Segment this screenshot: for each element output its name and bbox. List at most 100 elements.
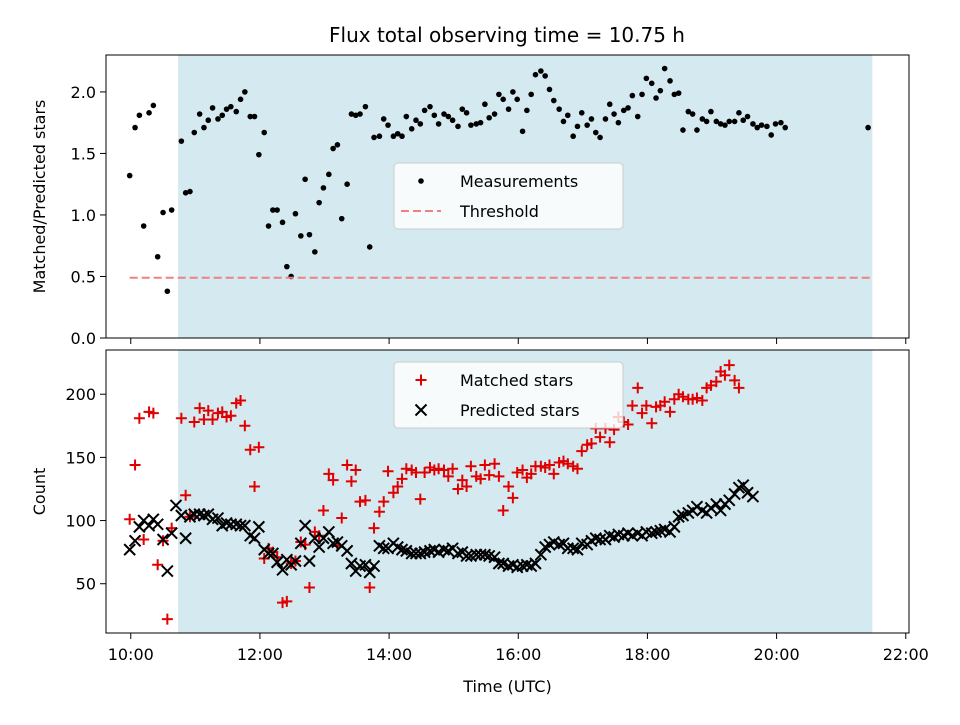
measurement-point bbox=[242, 89, 248, 95]
measurement-point bbox=[689, 111, 696, 117]
axes-frame bbox=[105, 349, 910, 634]
matched-stars-point bbox=[461, 480, 473, 492]
matched-stars-point bbox=[152, 559, 164, 571]
predicted-stars-point bbox=[238, 519, 252, 532]
predicted-stars-point bbox=[395, 543, 409, 556]
matched-stars-point bbox=[235, 395, 247, 407]
matched-stars-point bbox=[124, 513, 136, 525]
x-tick-label: 14:00 bbox=[366, 645, 412, 664]
axes-frame bbox=[105, 54, 910, 339]
measurement-point bbox=[394, 130, 401, 137]
predicted-stars-point bbox=[156, 533, 170, 546]
measurement-point bbox=[427, 103, 433, 110]
measurement-point bbox=[201, 124, 207, 131]
measurement-point bbox=[754, 124, 761, 131]
matched-stars-point bbox=[503, 480, 515, 492]
measurement-point bbox=[675, 90, 682, 96]
matched-stars-point bbox=[387, 487, 399, 499]
matched-stars-point bbox=[525, 468, 537, 480]
measurement-point bbox=[247, 113, 254, 120]
matched-stars-point bbox=[465, 460, 477, 472]
matched-stars-point bbox=[475, 473, 487, 485]
matched-stars-point bbox=[202, 405, 214, 417]
matched-stars-point bbox=[207, 413, 219, 425]
matched-stars-point bbox=[438, 464, 450, 476]
measurement-point bbox=[182, 190, 189, 196]
legend-label: Predicted stars bbox=[460, 401, 580, 420]
y-tick-label: 150 bbox=[65, 448, 96, 467]
legend-matched-marker bbox=[415, 374, 427, 386]
x-tick-label: 16:00 bbox=[495, 645, 541, 664]
matched-stars-point bbox=[382, 465, 394, 477]
matched-stars-point bbox=[180, 489, 192, 501]
matched-stars-point bbox=[677, 391, 689, 403]
matched-stars-point bbox=[626, 400, 638, 412]
legend-measurements-marker bbox=[418, 178, 424, 184]
matched-stars-point bbox=[479, 459, 491, 471]
measurement-point bbox=[505, 106, 512, 112]
measurement-point bbox=[413, 117, 419, 124]
predicted-stars-point bbox=[451, 547, 465, 560]
predicted-stars-point bbox=[377, 542, 390, 555]
y-tick-label: 0.0 bbox=[71, 329, 96, 348]
measurement-point bbox=[468, 122, 474, 128]
measurement-point bbox=[473, 121, 480, 127]
predicted-stars-point bbox=[276, 563, 289, 577]
predicted-stars-point bbox=[165, 526, 178, 540]
y-tick-label: 1.0 bbox=[71, 206, 96, 225]
measurement-point bbox=[196, 111, 203, 117]
measurement-point bbox=[371, 134, 377, 141]
measurement-point bbox=[380, 116, 387, 122]
predicted-stars-point bbox=[704, 501, 718, 515]
measurement-point bbox=[750, 121, 756, 127]
legend: Matched stars Predicted stars bbox=[393, 361, 624, 429]
measurement-point bbox=[431, 112, 438, 119]
matched-stars-point bbox=[489, 458, 501, 470]
measurement-point bbox=[146, 110, 152, 116]
measurement-point bbox=[491, 111, 498, 117]
predicted-stars-point bbox=[571, 543, 584, 556]
matched-stars-point bbox=[392, 480, 404, 492]
measurement-point bbox=[611, 111, 617, 117]
predicted-stars-point bbox=[326, 537, 340, 550]
measurement-point bbox=[510, 89, 516, 95]
matched-stars-point bbox=[138, 534, 150, 546]
measurement-point bbox=[352, 112, 359, 119]
measurement-point bbox=[223, 106, 230, 112]
measurement-point bbox=[726, 118, 733, 125]
matched-stars-point bbox=[323, 468, 335, 480]
measurement-point bbox=[441, 111, 447, 117]
predicted-stars-point bbox=[672, 510, 685, 523]
predicted-stars-point bbox=[161, 564, 174, 578]
measurement-point bbox=[556, 106, 562, 112]
predicted-stars-point bbox=[197, 509, 211, 522]
measurement-point bbox=[519, 128, 526, 135]
measurement-point bbox=[292, 210, 299, 217]
matched-stars-point bbox=[336, 512, 348, 524]
predicted-stars-point bbox=[312, 540, 326, 554]
y-tick-label: 100 bbox=[65, 512, 96, 531]
measurement-point bbox=[274, 207, 280, 213]
measurement-point bbox=[408, 126, 415, 132]
measurement-point bbox=[168, 207, 175, 213]
measurement-point bbox=[449, 117, 456, 124]
measurement-point bbox=[357, 111, 363, 117]
matched-stars-point bbox=[691, 392, 703, 404]
matched-stars-point bbox=[400, 463, 412, 475]
measurement-point bbox=[570, 133, 576, 140]
legend-label: Matched stars bbox=[460, 371, 573, 390]
matched-stars-point bbox=[414, 493, 426, 505]
predicted-stars-point bbox=[492, 557, 506, 570]
predicted-stars-point bbox=[741, 486, 754, 499]
measurement-point bbox=[772, 121, 779, 127]
measurement-point bbox=[326, 171, 332, 178]
measurement-point bbox=[667, 78, 673, 84]
predicted-stars-point bbox=[345, 557, 358, 570]
predicted-stars-point bbox=[690, 500, 704, 513]
measurement-point bbox=[574, 123, 581, 130]
measurement-point bbox=[532, 71, 539, 78]
predicted-stars-point bbox=[266, 547, 280, 560]
measurement-point bbox=[703, 118, 710, 125]
measurement-point bbox=[538, 68, 544, 74]
matched-stars-point bbox=[636, 407, 648, 419]
